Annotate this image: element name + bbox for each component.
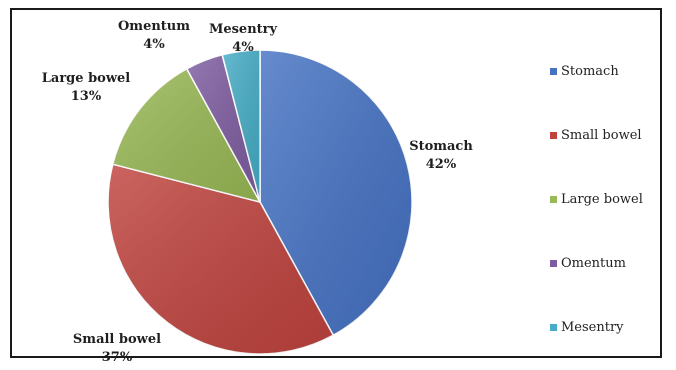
slice-label-value-small-bowel: 37%: [102, 350, 133, 365]
pie-slices: [107, 49, 413, 355]
legend-label-large-bowel: Large bowel: [561, 192, 643, 207]
slice-label-value-omentum: 4%: [143, 37, 165, 52]
slice-label-value-mesentry: 4%: [232, 40, 254, 55]
pie-slice-shading-stomach: [260, 50, 413, 336]
slice-label-name-large-bowel: Large bowel: [42, 71, 131, 86]
slice-label-value-large-bowel: 13%: [71, 89, 102, 104]
legend-swatch-omentum: [550, 260, 557, 267]
pie-slice-shading-omentum: [186, 54, 260, 202]
legend-label-stomach: Stomach: [561, 64, 619, 79]
legend-swatch-large-bowel: [550, 196, 557, 203]
slice-label-value-stomach: 42%: [426, 157, 457, 172]
pie-slice-shading-mesentry: [222, 50, 260, 202]
slice-label-name-mesentry: Mesentry: [209, 22, 278, 37]
legend-label-small-bowel: Small bowel: [561, 128, 642, 143]
slice-label-name-small-bowel: Small bowel: [73, 332, 161, 347]
legend-label-omentum: Omentum: [561, 256, 626, 271]
legend-label-mesentry: Mesentry: [561, 320, 624, 335]
legend: Stomach Small bowel Large bowel Omentum Mese…: [550, 64, 643, 335]
pie-slice-shading-small-bowel: [108, 164, 334, 355]
legend-swatch-stomach: [550, 68, 557, 75]
slice-label-name-stomach: Stomach: [409, 139, 473, 154]
legend-swatch-mesentry: [550, 324, 557, 331]
legend-swatch-small-bowel: [550, 132, 557, 139]
slice-label-name-omentum: Omentum: [118, 19, 190, 34]
slice-labels: Stomach 42% Small bowel 37% Large bowel 13% Om…: [42, 19, 474, 365]
pie-slice-shading-large-bowel: [112, 68, 260, 202]
